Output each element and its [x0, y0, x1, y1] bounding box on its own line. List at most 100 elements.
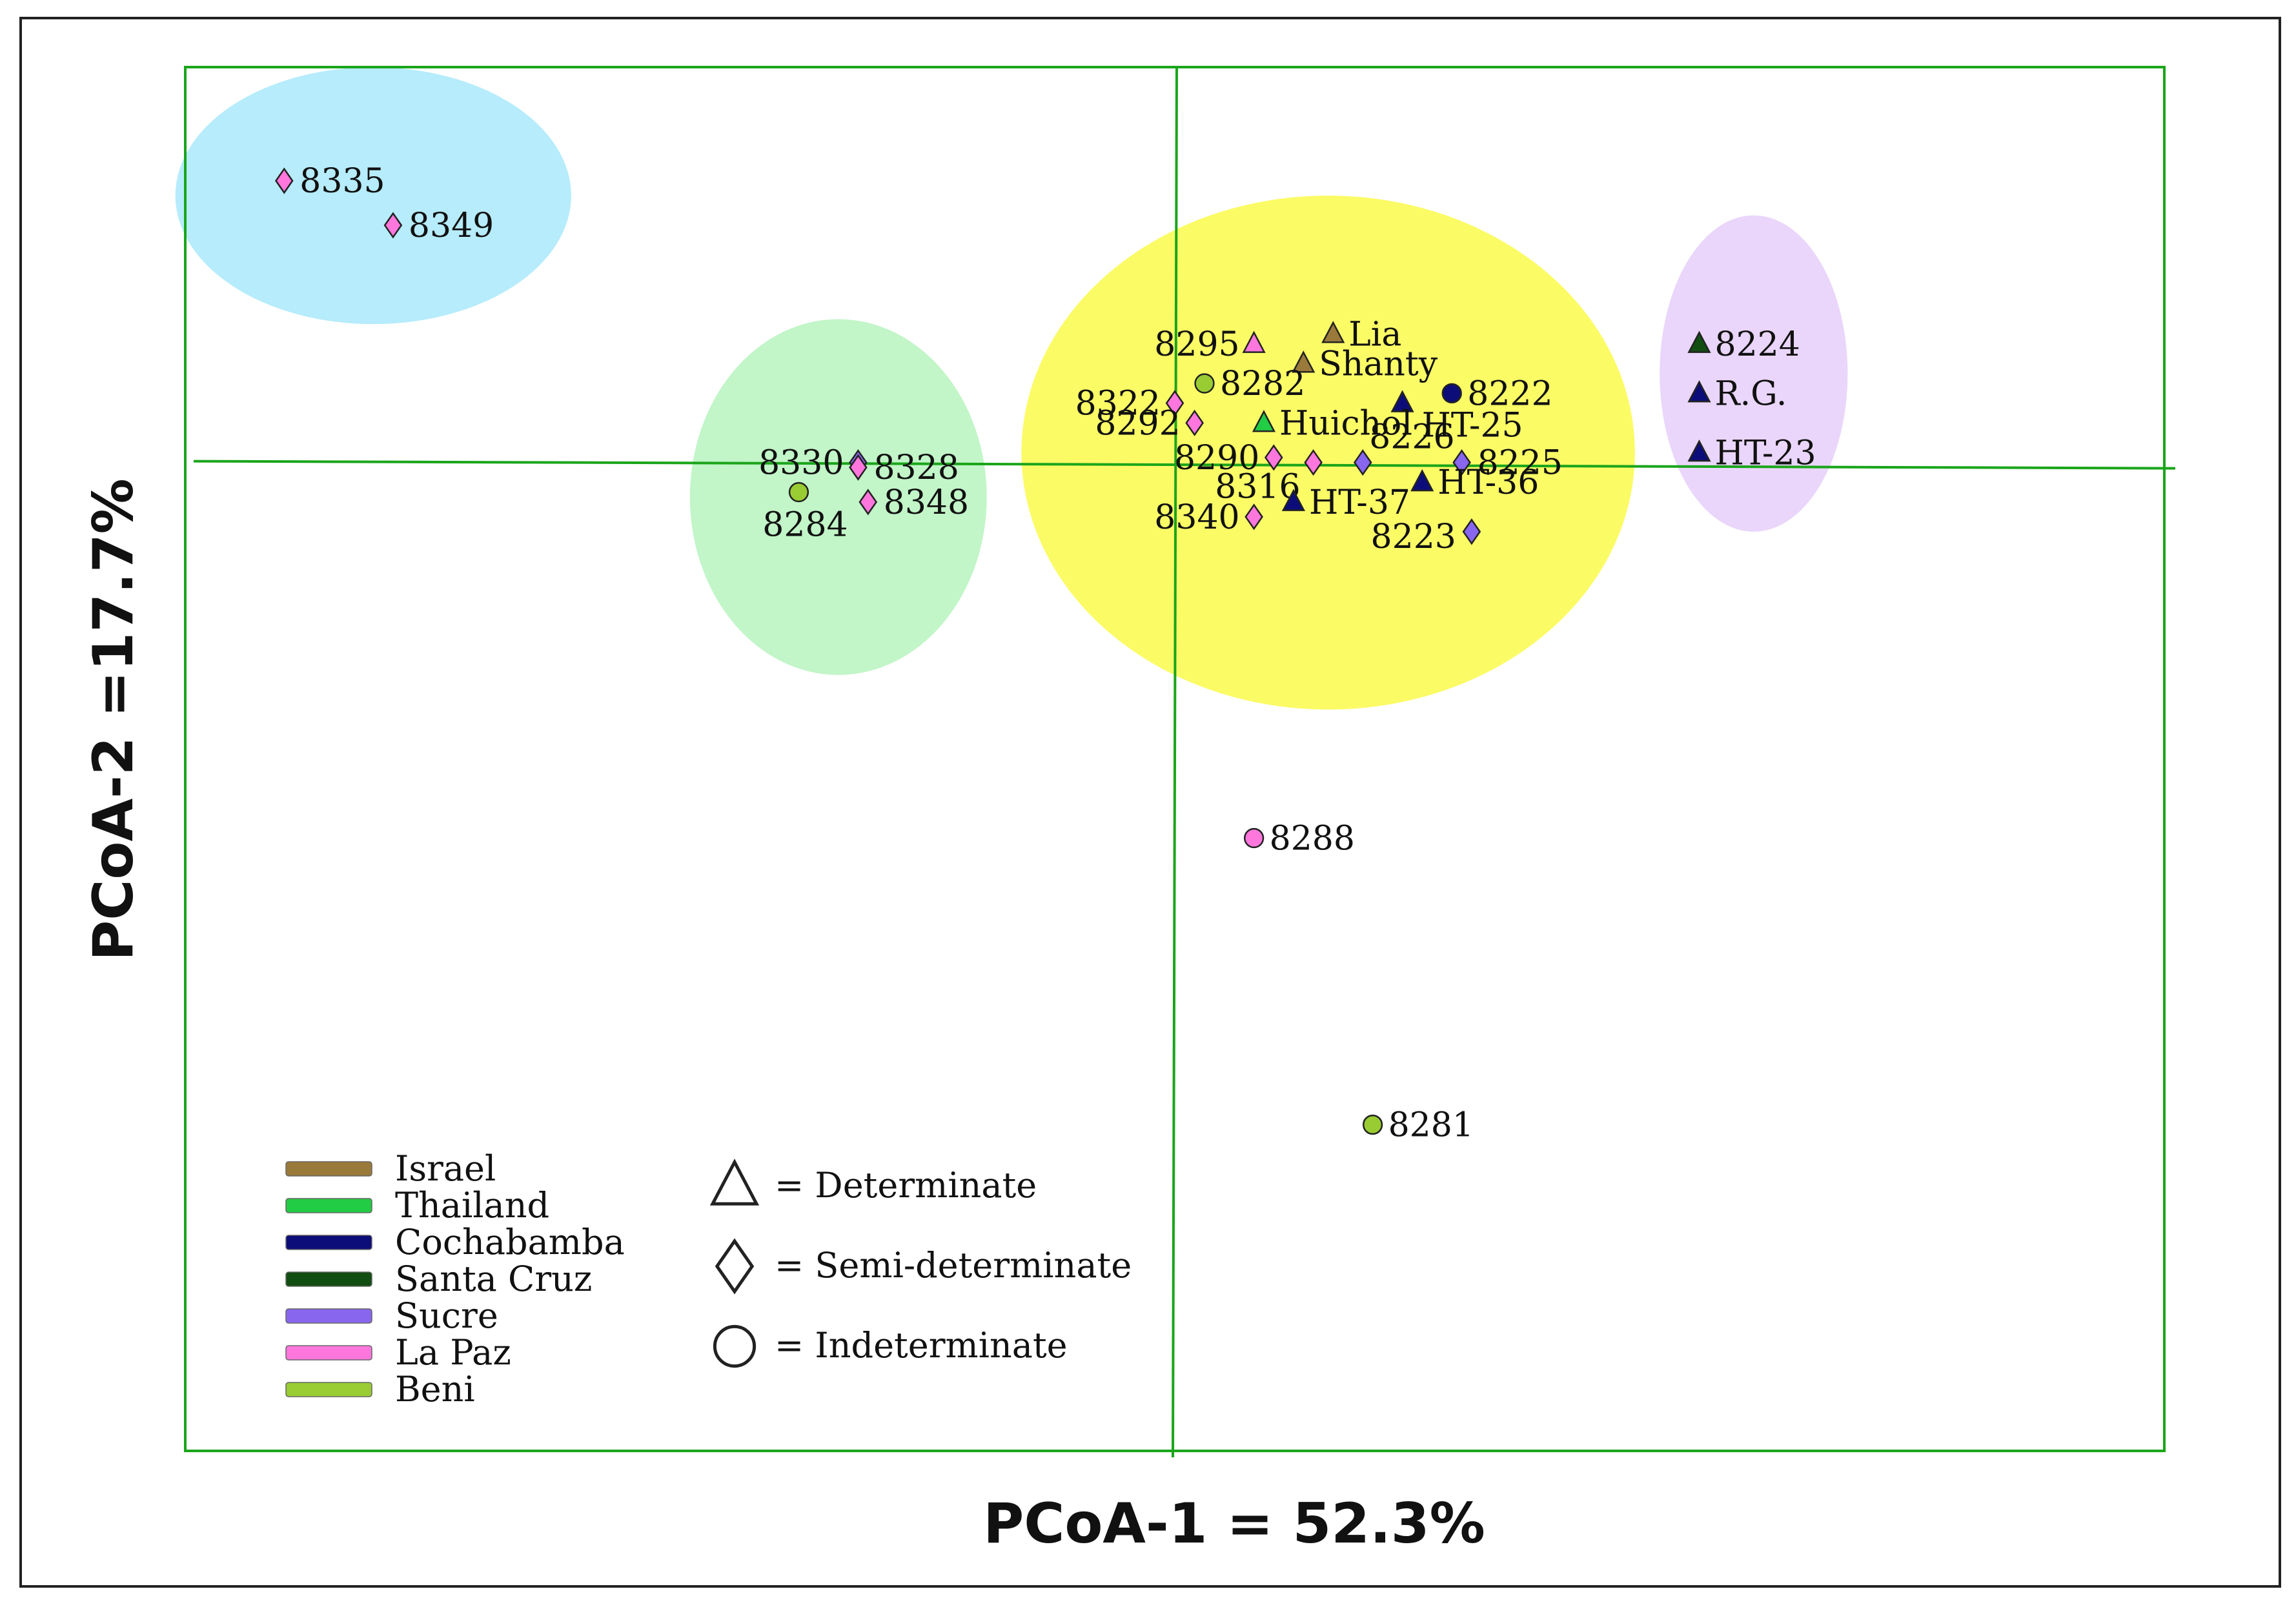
label-8290: 8290 — [1174, 439, 1259, 478]
legend-origin-thailand: Thailand — [285, 1185, 549, 1226]
label-ht-23: HT-23 — [1714, 434, 1816, 472]
point-8225: 8225 — [1452, 444, 1563, 483]
label-8284: 8284 — [762, 506, 848, 545]
marker-8224 — [1687, 330, 1711, 353]
point-lia: Lia — [1321, 315, 1401, 354]
point-8223: 8223 — [1371, 518, 1481, 556]
legend-origin-israel: Israel — [285, 1148, 496, 1189]
marker-8288 — [1243, 827, 1265, 849]
marker-8222 — [1441, 383, 1462, 404]
vertical-axis-line — [1172, 66, 1178, 1458]
point-8281: 8281 — [1362, 1106, 1474, 1145]
cluster-purple — [1660, 215, 1848, 532]
legend-habit-text-semi-determinate: = Semi-determinate — [775, 1245, 1132, 1286]
label-8335: 8335 — [300, 162, 385, 201]
legend-semi-determinate-icon — [715, 1238, 755, 1295]
figure-border — [19, 17, 2281, 1588]
marker-r-g — [1687, 380, 1711, 403]
point-8340: 8340 — [1154, 498, 1263, 537]
marker-shanty — [1292, 350, 1316, 373]
point-r-g: R.G. — [1687, 374, 1787, 413]
label-8281: 8281 — [1388, 1106, 1474, 1145]
plot-frame — [184, 66, 2166, 1452]
legend-text-israel: Israel — [395, 1148, 496, 1189]
legend-habit-indeterminate: = Indeterminate — [713, 1324, 1068, 1368]
marker-8295 — [1242, 330, 1266, 353]
marker-8284 — [788, 481, 809, 503]
legend-text-sucre: Sucre — [395, 1295, 498, 1336]
legend-origin-santa-cruz: Santa Cruz — [285, 1259, 592, 1299]
legend-text-thailand: Thailand — [395, 1185, 549, 1226]
marker-8348 — [858, 489, 878, 516]
marker-huichol — [1252, 410, 1276, 432]
label-8340: 8340 — [1154, 498, 1239, 537]
legend-swatch-cochabamba — [285, 1235, 372, 1250]
legend-indeterminate-icon — [713, 1324, 757, 1368]
legend-habit-determinate: = Determinate — [709, 1159, 1037, 1206]
label-8348: 8348 — [884, 483, 969, 522]
legend-habit-semi-determinate: = Semi-determinate — [715, 1238, 1132, 1295]
point-8292: 8292 — [1095, 404, 1204, 443]
legend-text-beni: Beni — [395, 1369, 475, 1410]
label-8316: 8316 — [1215, 468, 1300, 507]
legend-swatch-israel — [285, 1161, 372, 1177]
marker-8349 — [383, 212, 403, 239]
marker-ht-37 — [1281, 489, 1306, 511]
point-ht-37: HT-37 — [1281, 483, 1410, 522]
legend-origin-beni: Beni — [285, 1369, 475, 1410]
clusters-layer — [175, 67, 1848, 710]
marker-ht-23 — [1687, 439, 1711, 462]
label-8349: 8349 — [409, 207, 494, 245]
point-8328: 8328 — [849, 449, 959, 487]
point-shanty: Shanty — [1292, 345, 1438, 383]
label-8288: 8288 — [1270, 820, 1355, 858]
marker-8335 — [274, 167, 294, 194]
legend-origin-la-paz: La Paz — [285, 1332, 511, 1373]
marker-8316 — [1304, 449, 1323, 476]
point-huichol: Huichol — [1252, 404, 1412, 443]
marker-8282 — [1194, 373, 1215, 394]
label-r-g: R.G. — [1714, 374, 1787, 413]
point-8290: 8290 — [1174, 439, 1283, 478]
label-ht-25: HT-25 — [1422, 407, 1523, 445]
point-ht-36: HT-36 — [1410, 463, 1539, 502]
label-8226: 8226 — [1369, 418, 1454, 457]
label-ht-36: HT-36 — [1438, 463, 1539, 502]
horizontal-axis-line — [193, 460, 2176, 470]
legend-text-santa-cruz: Santa Cruz — [395, 1259, 592, 1299]
legend-origin-sucre: Sucre — [285, 1295, 498, 1336]
legend-text-cochabamba: Cochabamba — [395, 1222, 625, 1262]
marker-8292 — [1185, 409, 1204, 436]
legend-text-la-paz: La Paz — [395, 1332, 511, 1373]
marker-8328 — [849, 454, 868, 481]
cluster-green — [689, 319, 987, 675]
legend-habits: = Determinate = Semi-determinate = Indeter… — [709, 1159, 1132, 1368]
label-8330: 8330 — [758, 444, 844, 483]
point-8282: 8282 — [1194, 365, 1305, 403]
point-8288: 8288 — [1243, 820, 1355, 858]
point-8222: 8222 — [1441, 374, 1553, 413]
point-8295: 8295 — [1154, 325, 1266, 364]
legend-swatch-beni — [285, 1382, 372, 1397]
label-8223: 8223 — [1371, 518, 1456, 556]
label-8328: 8328 — [873, 449, 959, 487]
marker-8290 — [1264, 444, 1283, 471]
legend-swatch-la-paz — [285, 1345, 372, 1361]
legend-habit-text-indeterminate: = Indeterminate — [775, 1325, 1068, 1366]
marker-8322 — [1165, 390, 1184, 417]
legend-habit-text-determinate: = Determinate — [775, 1165, 1037, 1206]
legend-swatch-sucre — [285, 1308, 372, 1324]
point-8316: 8316 — [1215, 449, 1323, 507]
marker-8225 — [1452, 449, 1471, 476]
marker-lia — [1321, 321, 1345, 343]
label-lia: Lia — [1348, 315, 1401, 354]
marker-ht-25 — [1390, 390, 1414, 412]
point-8335: 8335 — [274, 162, 385, 201]
marker-8226 — [1353, 449, 1372, 476]
cluster-blue — [175, 67, 571, 325]
point-8284: 8284 — [762, 481, 848, 545]
label-8224: 8224 — [1714, 325, 1800, 364]
marker-8281 — [1362, 1114, 1383, 1135]
label-8292: 8292 — [1095, 404, 1180, 443]
